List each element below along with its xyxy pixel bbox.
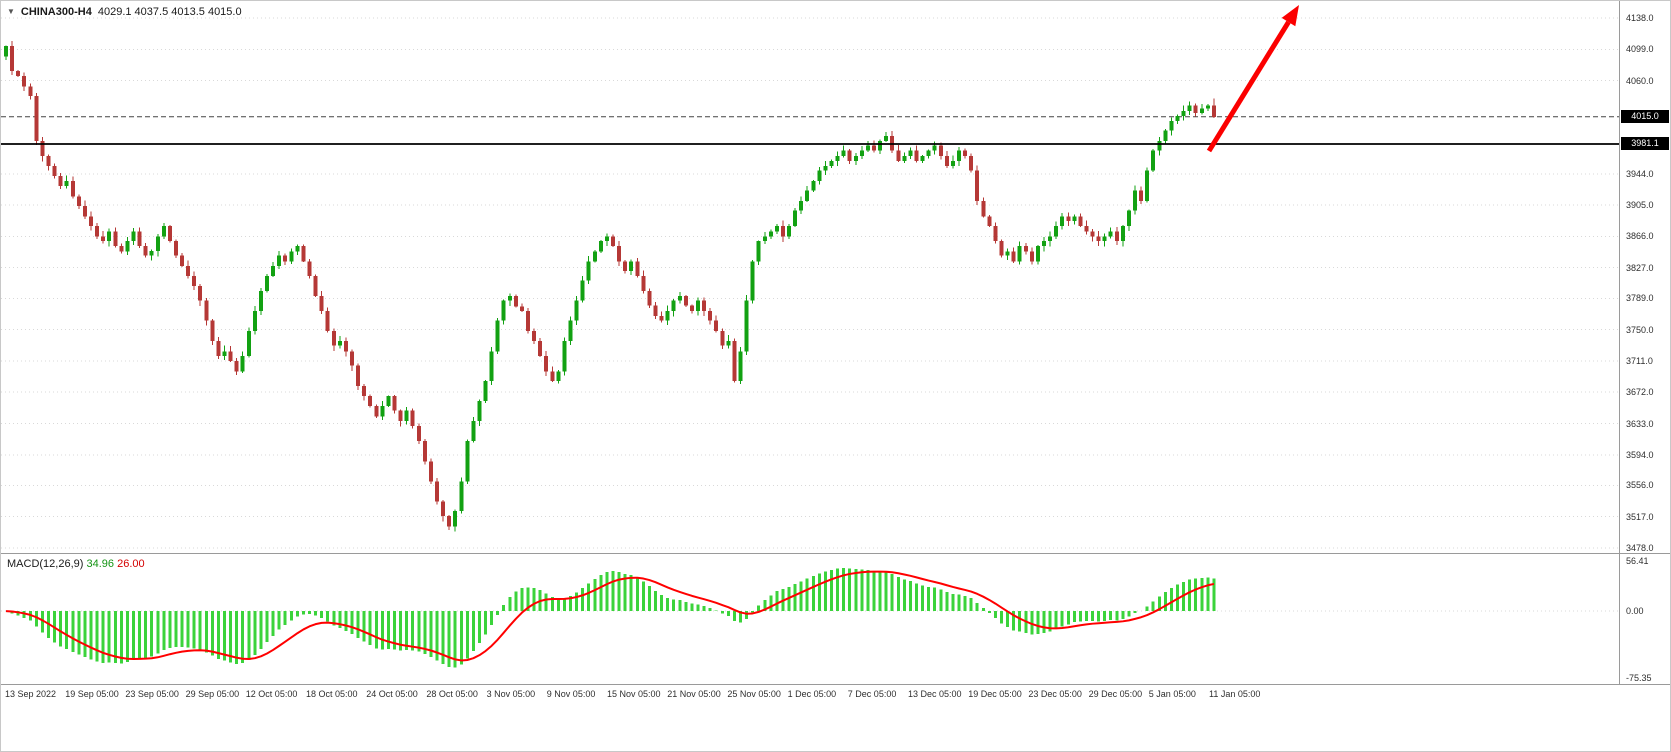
indicator-macd-value: 34.96: [86, 558, 115, 570]
time-label: 29 Sep 05:00: [185, 689, 240, 699]
symbol-ohlc: 4029.1 4037.5 4013.5 4015.0: [97, 6, 242, 18]
symbol-name: CHINA300-H4: [20, 6, 92, 18]
price-label: 3789.0: [1626, 293, 1654, 304]
price-label: 3594.0: [1626, 449, 1654, 460]
time-label: 13 Sep 2022: [5, 689, 57, 699]
time-label: 23 Sep 05:00: [125, 689, 179, 699]
macd-axis[interactable]: 56.41 0.00 -75.35: [1620, 554, 1670, 684]
axis-separator-vertical: [1619, 1, 1620, 684]
time-label: 25 Nov 05:00: [727, 689, 781, 699]
time-label: 23 Dec 05:00: [1028, 689, 1082, 699]
macd-scale-label: 0.00: [1626, 606, 1644, 617]
price-label: 3633.0: [1626, 418, 1654, 429]
time-label: 24 Oct 05:00: [366, 689, 418, 699]
price-label: 3478.0: [1626, 543, 1654, 553]
panel-separator-bottom: [1, 684, 1670, 685]
indicator-name: MACD(12,26,9): [7, 558, 84, 570]
price-label: 3517.0: [1626, 511, 1654, 522]
price-label: 3905.0: [1626, 200, 1654, 211]
time-label: 19 Dec 05:00: [968, 689, 1022, 699]
price-label: 3711.0: [1626, 355, 1653, 366]
time-label: 11 Jan 05:00: [1209, 689, 1261, 699]
time-axis[interactable]: 13 Sep 2022 19 Sep 05:00 23 Sep 05:00 29 Se…: [1, 685, 1670, 751]
time-label: 15 Nov 05:00: [607, 689, 661, 699]
time-label: 28 Oct 05:00: [426, 689, 478, 699]
price-axis[interactable]: 4138.0 4099.0 4060.0 3944.0 3905.0 3866.0 3827…: [1620, 1, 1670, 684]
time-label: 29 Dec 05:00: [1088, 689, 1143, 699]
price-badge: 4015.0: [1621, 109, 1669, 123]
time-label: 1 Dec 05:00: [787, 689, 837, 699]
price-label: 3556.0: [1626, 480, 1654, 491]
macd-scale-label: 56.41: [1626, 556, 1649, 566]
price-chart-canvas[interactable]: [1, 1, 1619, 553]
time-label: 18 Oct 05:00: [306, 689, 358, 699]
price-label: 3672.0: [1626, 387, 1654, 398]
time-label: 3 Nov 05:00: [486, 689, 536, 699]
panel-separator-top: [1, 553, 1670, 554]
symbol-title: ▼ CHINA300-H4 4029.1 4037.5 4013.5 4015.…: [7, 6, 242, 18]
price-label: 3827.0: [1626, 262, 1654, 273]
macd-histogram: [10, 567, 1216, 668]
price-badge: 3981.1: [1621, 136, 1669, 150]
macd-panel-canvas[interactable]: [1, 554, 1619, 684]
indicator-label: MACD(12,26,9) 34.96 26.00: [7, 558, 145, 570]
candles-layer: [4, 40, 1216, 532]
price-label: 3944.0: [1626, 168, 1654, 179]
indicator-signal-value: 26.00: [117, 558, 145, 570]
price-label: 4060.0: [1626, 75, 1654, 86]
price-label: 4099.0: [1626, 44, 1654, 55]
symbol-dropdown-icon[interactable]: ▼: [7, 7, 15, 16]
macd-signal-line: [5, 570, 1215, 662]
price-label: 3866.0: [1626, 231, 1654, 242]
time-label: 7 Dec 05:00: [847, 689, 897, 699]
time-label: 12 Oct 05:00: [245, 689, 298, 699]
trend-arrow-annotation[interactable]: [1206, 5, 1299, 153]
time-label: 19 Sep 05:00: [65, 689, 119, 699]
macd-scale-label: -75.35: [1626, 673, 1652, 683]
grid-layer: [1, 17, 1619, 549]
price-label: 4138.0: [1626, 13, 1654, 23]
price-label: 3750.0: [1626, 324, 1654, 335]
time-label: 5 Jan 05:00: [1148, 689, 1196, 699]
time-label: 9 Nov 05:00: [546, 689, 596, 699]
time-label: 21 Nov 05:00: [667, 689, 721, 699]
time-label: 13 Dec 05:00: [908, 689, 962, 699]
